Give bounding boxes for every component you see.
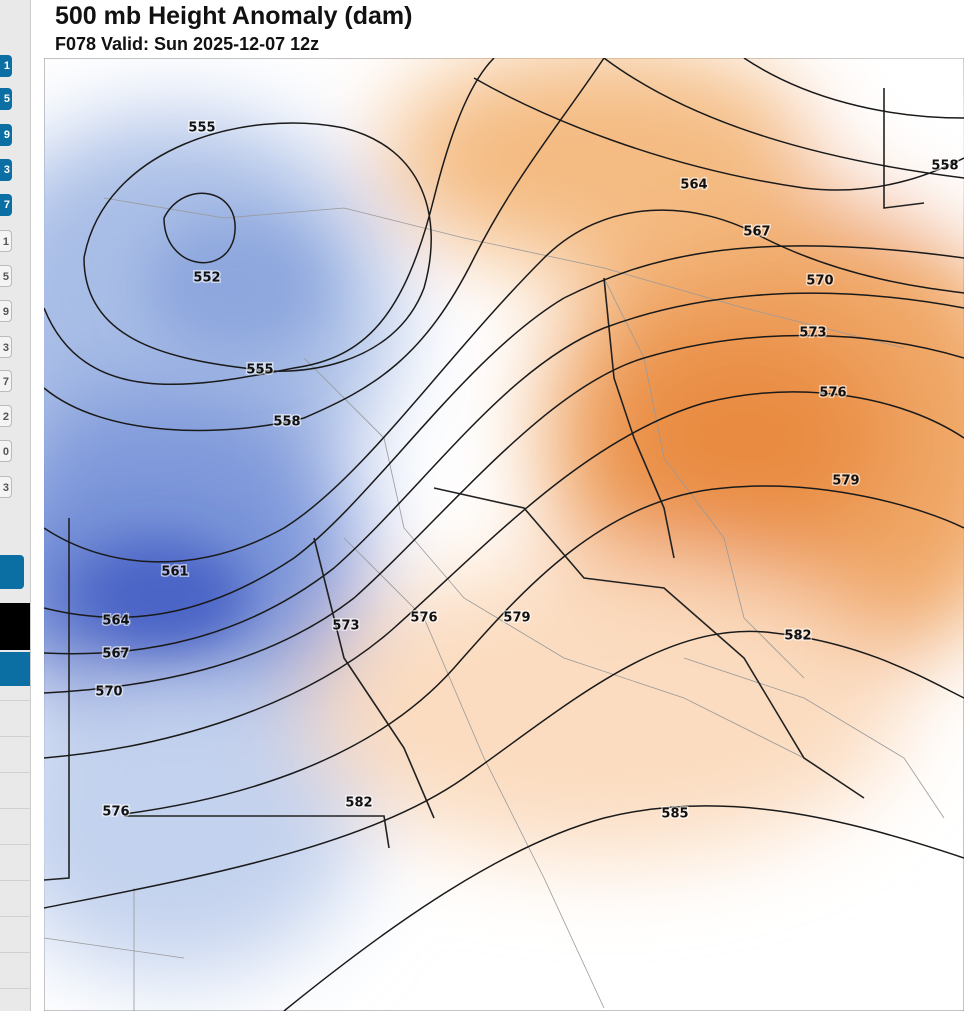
contour-labels: 555 552 555 558 561 564 567 570 576 573 576 579 582 5… (94, 119, 960, 823)
contour-label: 558 (931, 159, 958, 174)
sidebar-button[interactable]: 9 (0, 300, 12, 322)
contour-label: 564 (680, 178, 707, 193)
contour-label: 582 (345, 796, 372, 811)
contour-label: 567 (102, 647, 129, 662)
sidebar-button[interactable]: 2 (0, 405, 12, 427)
contour-label: 552 (193, 271, 220, 286)
sidebar-row (0, 988, 30, 989)
borders (44, 197, 945, 1011)
contour-label: 576 (102, 805, 129, 820)
sidebar-button[interactable]: 3 (0, 336, 12, 358)
map: 555 552 555 558 561 564 567 570 576 573 576 579 582 5… (44, 58, 964, 1011)
sidebar-button[interactable]: 3 (0, 476, 12, 498)
contour-label: 564 (102, 614, 129, 629)
contour-label: 567 (743, 225, 770, 240)
sidebar-button[interactable]: 3 (0, 159, 12, 181)
contour-label: 579 (832, 474, 859, 489)
map-title: 500 mb Height Anomaly (dam) (55, 2, 413, 30)
sidebar-row (0, 916, 30, 917)
contour-label: 558 (273, 415, 300, 430)
height-contours (44, 58, 964, 1011)
sidebar-button[interactable]: 7 (0, 370, 12, 392)
sidebar-row (0, 880, 30, 881)
sidebar-button[interactable]: 1 (0, 230, 12, 252)
contour-label: 555 (188, 121, 215, 136)
sidebar-button[interactable]: 5 (0, 88, 12, 110)
contour-label: 579 (503, 611, 530, 626)
sidebar-button[interactable]: 0 (0, 440, 12, 462)
borders-major (44, 88, 925, 881)
sidebar-selected[interactable] (0, 652, 30, 686)
contour-label: 573 (799, 326, 826, 341)
sidebar-button[interactable]: 7 (0, 194, 12, 216)
sidebar-row (0, 736, 30, 737)
contour-label: 570 (806, 274, 833, 289)
sidebar-row (0, 952, 30, 953)
sidebar-button[interactable]: 1 (0, 55, 12, 77)
sidebar-button[interactable]: 5 (0, 265, 12, 287)
contour-label: 555 (246, 363, 273, 378)
map-subtitle: F078 Valid: Sun 2025-12-07 12z (55, 34, 320, 54)
contour-label: 582 (784, 629, 811, 644)
contour-label: 570 (95, 685, 122, 700)
sidebar-row (0, 808, 30, 809)
sidebar-row (0, 772, 30, 773)
sidebar-button[interactable]: 9 (0, 124, 12, 146)
contour-label: 576 (819, 386, 846, 401)
contour-label: 573 (332, 619, 359, 634)
contour-label: 561 (161, 565, 188, 580)
contour-label: 576 (410, 611, 437, 626)
sidebar-row (0, 700, 30, 701)
sidebar-block (0, 603, 30, 650)
contour-label: 585 (661, 807, 688, 822)
sidebar-button[interactable] (0, 555, 24, 589)
sidebar-row (0, 844, 30, 845)
